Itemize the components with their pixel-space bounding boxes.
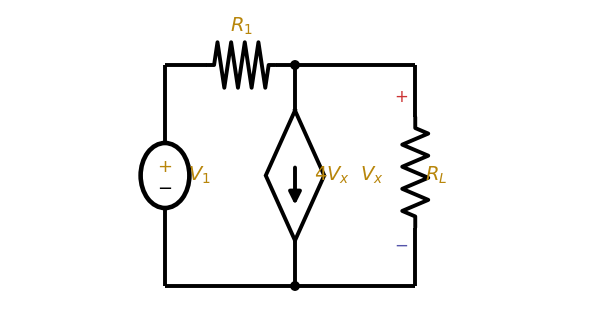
Text: $V_x$: $V_x$: [360, 165, 383, 186]
Text: $R_1$: $R_1$: [230, 15, 253, 37]
Text: $+$: $+$: [158, 158, 172, 176]
Text: $V_1$: $V_1$: [188, 165, 211, 186]
Text: $4V_x$: $4V_x$: [314, 165, 350, 186]
Text: $R_L$: $R_L$: [425, 165, 448, 186]
Text: $-$: $-$: [158, 178, 172, 196]
Circle shape: [291, 61, 299, 69]
Text: $+$: $+$: [394, 89, 408, 106]
Text: $-$: $-$: [394, 237, 408, 254]
Circle shape: [291, 282, 299, 290]
